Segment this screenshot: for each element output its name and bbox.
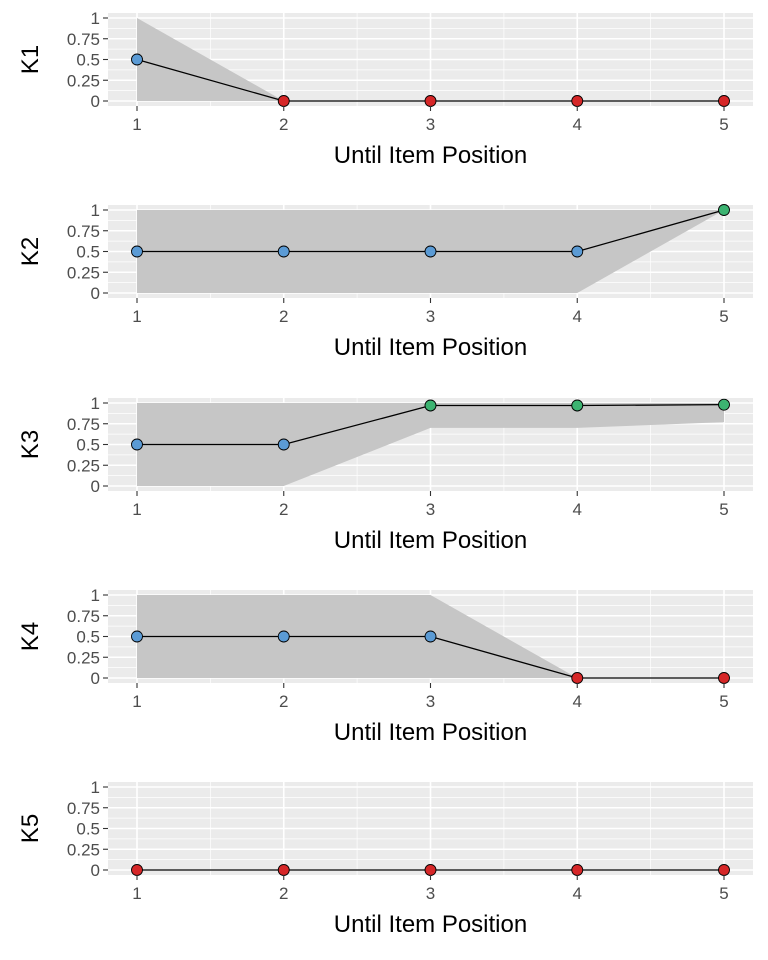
x-tick-label: 3 <box>426 884 435 903</box>
data-point <box>571 399 584 412</box>
x-tick-label: 5 <box>719 500 728 519</box>
x-tick-label: 2 <box>279 884 288 903</box>
x-tick-label: 2 <box>279 115 288 134</box>
y-tick-label: 1 <box>91 778 100 797</box>
data-point <box>571 95 584 107</box>
y-tick-label: 0.25 <box>67 456 100 475</box>
facet-panel-k1: 0 0.250.5 0.75 1 1 2 3 4 5 Until Item Position K1 <box>17 9 753 169</box>
x-axis-title: Until Item Position <box>334 527 527 554</box>
y-tick-label: 1 <box>91 394 100 413</box>
x-tick-label: 1 <box>132 884 141 903</box>
y-tick-label: 0.5 <box>76 243 100 262</box>
x-tick-label: 1 <box>132 307 141 326</box>
y-tick-label: 0.25 <box>67 71 100 90</box>
y-tick-label: 0.75 <box>67 222 100 241</box>
x-tick-label: 3 <box>426 692 435 711</box>
data-point <box>277 95 290 107</box>
data-point <box>131 630 143 643</box>
data-point <box>424 245 437 258</box>
data-point <box>277 438 290 451</box>
x-axis-title: Until Item Position <box>334 334 527 361</box>
y-tick-label: 0.75 <box>67 799 100 818</box>
x-tick-label: 4 <box>573 884 582 903</box>
x-tick-label: 2 <box>279 500 288 519</box>
y-tick-label: 0.5 <box>76 820 100 839</box>
x-tick-label: 4 <box>573 692 582 711</box>
y-tick-label: 0.75 <box>67 607 100 626</box>
x-tick-label: 4 <box>573 500 582 519</box>
y-tick-label: 0.5 <box>76 436 100 455</box>
y-tick-label: 0.5 <box>76 628 100 647</box>
x-tick-label: 3 <box>426 115 435 134</box>
x-tick-label: 4 <box>573 115 582 134</box>
data-point <box>571 245 584 258</box>
data-point <box>718 204 730 216</box>
data-point <box>131 245 143 258</box>
y-axis-title: K4 <box>17 622 44 651</box>
data-point <box>718 398 730 411</box>
y-tick-label: 0.75 <box>67 30 100 49</box>
data-point <box>424 399 437 412</box>
y-tick-label: 0 <box>91 669 100 688</box>
x-tick-label: 5 <box>719 884 728 903</box>
x-tick-label: 1 <box>132 115 141 134</box>
x-tick-label: 1 <box>132 500 141 519</box>
y-tick-label: 0.25 <box>67 840 100 859</box>
y-axis-title: K1 <box>17 45 44 74</box>
facet-panel-k4: 0 0.250.5 0.75 1 1 2 3 4 5 Until Item Position K4 <box>17 586 753 746</box>
x-axis-title: Until Item Position <box>334 142 527 169</box>
data-point <box>718 864 730 876</box>
data-point <box>424 95 437 107</box>
x-tick-label: 3 <box>426 500 435 519</box>
y-tick-label: 0 <box>91 92 100 111</box>
x-tick-label: 5 <box>719 307 728 326</box>
y-tick-label: 1 <box>91 586 100 605</box>
x-axis-title: Until Item Position <box>334 719 527 746</box>
data-point <box>277 630 290 643</box>
x-axis-title: Until Item Position <box>334 911 527 938</box>
y-axis-title: K3 <box>17 430 44 459</box>
x-tick-label: 3 <box>426 307 435 326</box>
data-point <box>424 864 437 876</box>
y-tick-label: 0 <box>91 284 100 303</box>
x-tick-label: 4 <box>573 307 582 326</box>
data-point <box>571 672 584 684</box>
y-tick-label: 0.5 <box>76 51 100 70</box>
y-tick-label: 0 <box>91 477 100 496</box>
data-point <box>424 630 437 643</box>
y-tick-label: 1 <box>91 201 100 220</box>
x-tick-label: 2 <box>279 692 288 711</box>
y-tick-label: 0.75 <box>67 415 100 434</box>
y-tick-label: 0.25 <box>67 263 100 282</box>
y-axis-title: K5 <box>17 814 44 843</box>
facet-panel-k2: 0 0.250.5 0.75 1 1 2 3 4 5 Until Item Position K2 <box>17 201 753 361</box>
data-point <box>131 438 143 451</box>
facet-panel-k5: 0 0.250.5 0.75 1 1 2 3 4 5 Until Item Position K5 <box>17 778 753 938</box>
data-point <box>718 672 730 684</box>
x-tick-label: 5 <box>719 692 728 711</box>
x-tick-label: 1 <box>132 692 141 711</box>
y-axis-title: K2 <box>17 237 44 266</box>
data-point <box>277 245 290 258</box>
confidence-ribbon <box>137 18 724 101</box>
facet-panel-k3: 0 0.250.5 0.75 1 1 2 3 4 5 Until Item Position K3 <box>17 394 753 554</box>
data-point <box>718 95 730 107</box>
data-point <box>277 864 290 876</box>
y-tick-label: 0.25 <box>67 648 100 667</box>
x-tick-label: 2 <box>279 307 288 326</box>
data-point <box>131 53 143 66</box>
data-point <box>131 864 143 876</box>
data-point <box>571 864 584 876</box>
y-tick-label: 1 <box>91 9 100 28</box>
y-tick-label: 0 <box>91 861 100 880</box>
confidence-ribbon <box>137 403 724 486</box>
x-tick-label: 5 <box>719 115 728 134</box>
